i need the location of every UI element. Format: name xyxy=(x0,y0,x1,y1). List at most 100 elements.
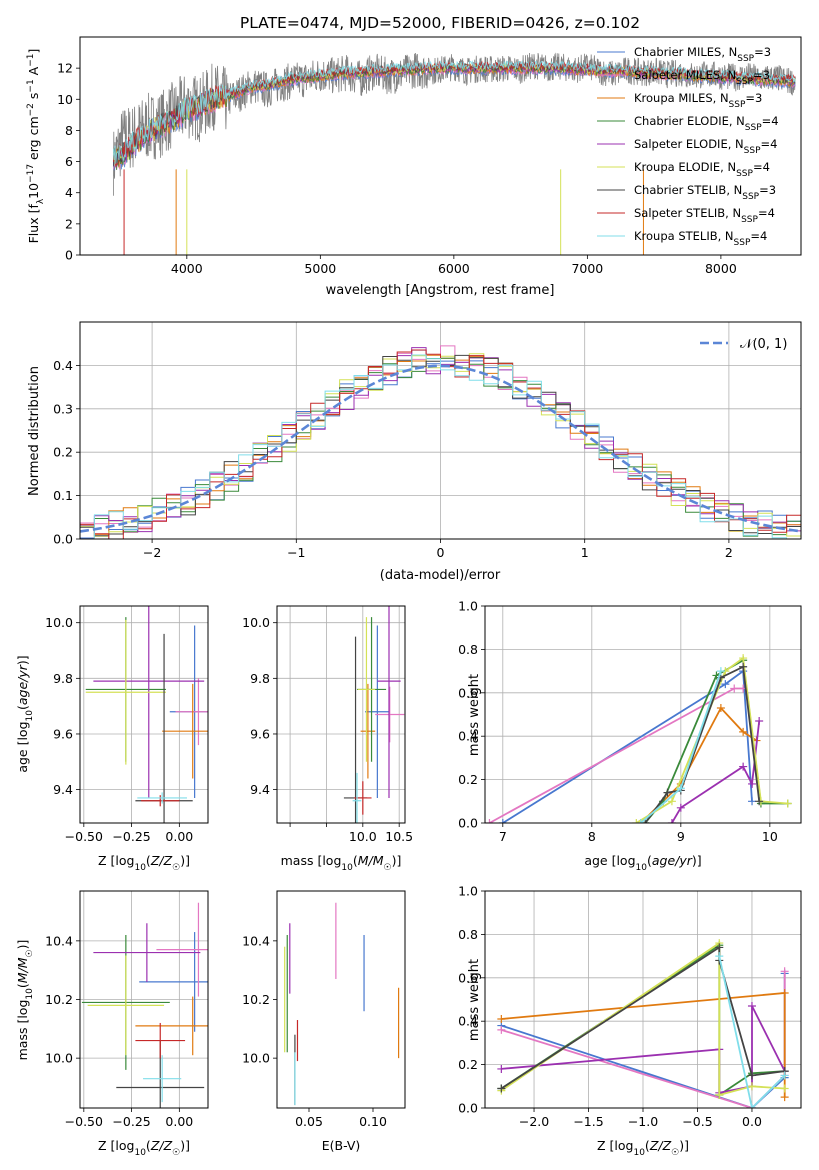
label-part: age [log xyxy=(584,853,635,868)
label-part: ☉ xyxy=(172,863,180,873)
y-tick-label: 10.2 xyxy=(45,992,73,1007)
label-part: =3 xyxy=(745,91,762,105)
figure-title: PLATE=0474, MJD=52000, FIBERID=0426, z=0… xyxy=(240,14,640,32)
weight-marker-1 xyxy=(497,1025,506,1034)
legend-label-3: Chabrier ELODIE, NSSP=4 xyxy=(634,114,779,133)
weight-marker-1 xyxy=(730,684,739,693)
label-part: )] xyxy=(15,940,30,950)
plots-container: 4000 5000 6000 7000 8000024681012wavelength … xyxy=(15,36,802,1158)
x-tick-label: 0 xyxy=(437,545,445,560)
weight-marker-4 xyxy=(667,819,676,823)
x-tick-label: 0.05 xyxy=(295,1114,323,1129)
legend-label-5: Kroupa ELODIE, NSSP=4 xyxy=(634,160,770,179)
y-axis-label: mass weight xyxy=(467,674,482,756)
label-part: =4 xyxy=(753,160,770,174)
y-tick-label: 0.2 xyxy=(53,445,73,460)
y-tick-label: 1.0 xyxy=(458,599,478,614)
x-tick-label: 9 xyxy=(677,829,685,844)
label-part: mass [log xyxy=(15,1000,30,1061)
label-part: Z/Z xyxy=(649,1138,672,1153)
legend: Chabrier MILES, NSSP=3 Salpeter MILES, N S… xyxy=(597,45,779,248)
y-tick-label: 10.2 xyxy=(242,992,270,1007)
weight-marker-1 xyxy=(485,819,494,823)
weight-marker-7 xyxy=(676,784,685,793)
weight-marker-6 xyxy=(755,797,764,806)
weight-marker-0 xyxy=(498,819,507,823)
axes-frame xyxy=(484,605,802,824)
y-tick-label: 0.2 xyxy=(458,772,478,787)
label-part: ☉ xyxy=(671,1148,679,1158)
label-part: SSP xyxy=(742,192,759,202)
x-tick-label: 5000 xyxy=(304,261,336,276)
label-part: Flux [f xyxy=(26,204,41,244)
weight-marker-7 xyxy=(636,819,645,823)
axes-frame xyxy=(79,605,209,824)
weight-marker-7 xyxy=(780,1071,789,1080)
label-part: 10 xyxy=(134,863,146,873)
label-part: Kroupa MILES, N xyxy=(634,91,729,105)
axes-age_vs_mass: 10.0 10.5 9.4 9.6 9.8 10.0 mass [log10(M/M☉)] xyxy=(242,605,413,873)
weight-line-4 xyxy=(501,1005,786,1094)
y-tick-label: 0.6 xyxy=(458,970,478,985)
weight-marker-2 xyxy=(739,727,748,736)
x-tick-label: −0.25 xyxy=(112,1114,150,1129)
y-tick-label: 0.4 xyxy=(458,729,478,744)
label-part: A xyxy=(26,66,41,79)
y-tick-label: 8 xyxy=(65,123,73,138)
weight-marker-2 xyxy=(780,988,789,997)
label-part: SSP xyxy=(729,100,746,110)
y-tick-label: 1.0 xyxy=(458,884,478,899)
legend-label-6: Chabrier STELIB, NSSP=3 xyxy=(634,183,776,202)
label-part: λ xyxy=(36,198,46,204)
weight-marker-4 xyxy=(748,779,757,788)
y-tick-label: 9.4 xyxy=(53,782,73,797)
x-tick-label: 7 xyxy=(499,829,507,844)
label-part: 10 xyxy=(633,1148,645,1158)
label-part: Chabrier STELIB, N xyxy=(634,183,742,197)
x-tick-label: 10.5 xyxy=(385,829,413,844)
legend-label-0: Chabrier MILES, NSSP=3 xyxy=(634,45,771,64)
label-part: erg cm xyxy=(26,116,41,164)
weight-line-6 xyxy=(644,665,761,823)
plot-area xyxy=(85,606,208,823)
weight-marker-6 xyxy=(715,943,724,952)
label-part: age/yr xyxy=(652,853,693,868)
label-part: ( xyxy=(146,853,151,868)
label-part: Salpeter ELODIE, N xyxy=(634,137,744,151)
label-part: Z [log xyxy=(98,853,134,868)
y-tick-label: 0.2 xyxy=(458,1057,478,1072)
y-axis-label: Flux [fλ10−17 erg cm−2 s−1 A−1] xyxy=(26,49,46,244)
weight-marker-0 xyxy=(721,680,730,689)
x-axis-label: Z [log10(Z/Z☉)] xyxy=(98,1138,190,1158)
x-tick-label: −2 xyxy=(143,545,161,560)
label-part: Z/Z xyxy=(150,853,173,868)
label-part: ☉ xyxy=(25,949,35,957)
y-tick-label: 12 xyxy=(57,61,73,76)
label-part: Salpeter STELIB, N xyxy=(634,206,741,220)
y-axis-label: mass weight xyxy=(467,959,482,1041)
label-part: Z [log xyxy=(597,1138,633,1153)
y-tick-label: 0.4 xyxy=(458,1014,478,1029)
label-part: s xyxy=(26,93,41,104)
label-part: 10 xyxy=(25,710,35,722)
y-tick-label: 0.0 xyxy=(53,532,73,547)
y-tick-label: 10.4 xyxy=(242,933,270,948)
label-part: =4 xyxy=(762,114,779,128)
x-tick-label: 6000 xyxy=(438,261,470,276)
plot-area xyxy=(81,902,208,1108)
label-part: Z/Z xyxy=(150,1138,173,1153)
label-part: 10 xyxy=(636,863,648,873)
x-tick-label: 1 xyxy=(581,545,589,560)
legend-label-normal: 𝒩(0, 1) xyxy=(740,337,787,352)
x-axis-label: (data-model)/error xyxy=(380,568,501,583)
axes-massweight_vs_Z: −2.0 −1.5 −1.0 −0.5 0.0 0.0 0.2 0.4 0.6 0.8 1.0 Z [… xyxy=(458,884,802,1158)
label-part: Salpeter MILES, N xyxy=(634,68,736,82)
axes-mass_vs_EBV: 0.05 0.10 10.0 10.2 10.4 E(B-V) xyxy=(242,890,406,1153)
x-tick-label: 7000 xyxy=(571,261,603,276)
x-tick-label: 4000 xyxy=(171,261,203,276)
x-axis-label: E(B-V) xyxy=(322,1138,361,1153)
y-tick-label: 10.0 xyxy=(45,1051,73,1066)
axes-residuals: −2 −1 0 1 2 0.0 0.1 0.2 0.3 0.4 𝒩(0, 1) (data-model… xyxy=(27,321,802,583)
label-part: age [log xyxy=(15,721,30,772)
weight-marker-6 xyxy=(747,1071,756,1080)
